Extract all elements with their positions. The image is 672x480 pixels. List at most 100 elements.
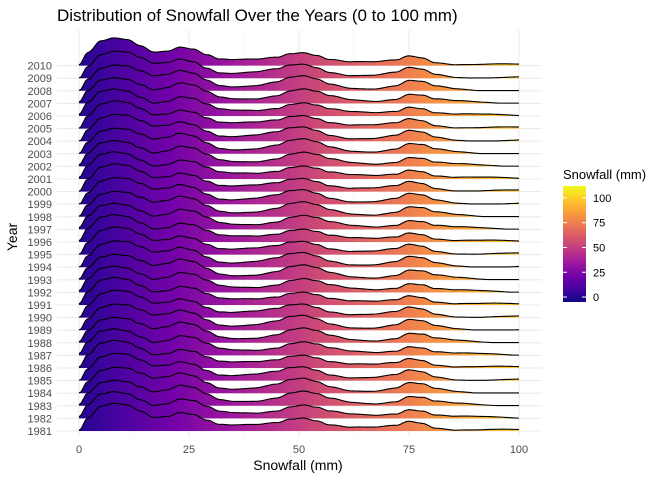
y-tick-1996: 1996: [28, 237, 52, 249]
ridge-area-2007: [79, 77, 519, 104]
ridge-line-1984: [78, 366, 520, 394]
ridge-line-2004: [78, 113, 520, 142]
ridge-1987: [78, 328, 519, 356]
y-tick-2009: 2009: [28, 73, 52, 85]
ridge-2006: [78, 88, 520, 117]
ridge-area-1996: [79, 214, 519, 242]
ridge-line-2005: [78, 100, 520, 129]
y-tick-1995: 1995: [28, 250, 52, 262]
y-tick-2003: 2003: [28, 149, 52, 161]
ridge-2005: [78, 100, 520, 129]
legend-colorbar: [563, 186, 586, 302]
ridge-area-1983: [79, 380, 519, 406]
ridge-line-1988: [78, 316, 519, 344]
y-tick-1981: 1981: [28, 426, 52, 438]
ridge-line-2001: [78, 151, 520, 179]
ridge-2004: [78, 113, 520, 142]
legend: Snowfall (mm) 0 25 50 75 100: [563, 167, 646, 304]
ridge-line-1987: [78, 328, 519, 356]
legend-title: Snowfall (mm): [563, 167, 646, 182]
ridge-area-2001: [79, 151, 519, 179]
y-tick-2005: 2005: [28, 124, 52, 136]
ridge-1990: [78, 289, 520, 318]
y-tick-1999: 1999: [28, 199, 52, 211]
ridge-line-1991: [78, 276, 520, 305]
ridge-area-2002: [79, 140, 519, 167]
ridge-1997: [78, 202, 519, 230]
y-tick-1983: 1983: [28, 401, 52, 413]
ridge-2010: [78, 37, 520, 66]
y-tick-1987: 1987: [28, 350, 52, 362]
ridge-1996: [78, 214, 520, 242]
y-tick-1994: 1994: [28, 262, 52, 274]
y-tick-2001: 2001: [28, 174, 52, 186]
ridge-line-1985: [78, 352, 520, 381]
ridge-line-2007: [78, 77, 519, 104]
ridge-1982: [78, 391, 520, 419]
ridge-1991: [78, 276, 520, 305]
y-tick-1984: 1984: [28, 388, 52, 400]
ridge-area-1987: [79, 328, 519, 356]
ridge-2002: [78, 139, 519, 167]
ridge-line-1995: [78, 226, 520, 255]
y-tick-1986: 1986: [28, 363, 52, 375]
y-tick-1992: 1992: [28, 287, 52, 299]
y-tick-2007: 2007: [28, 98, 52, 110]
ridge-line-1999: [78, 177, 520, 205]
ridge-area-1982: [79, 391, 519, 419]
ridge-line-2003: [78, 127, 519, 155]
ridge-2001: [78, 151, 520, 179]
y-tick-2004: 2004: [28, 136, 52, 148]
ridge-1981: [78, 402, 520, 431]
y-tick-1991: 1991: [28, 300, 52, 312]
ridge-line-2010: [78, 37, 520, 66]
ridge-area-2004: [79, 114, 519, 142]
x-tick-75: 75: [403, 444, 415, 456]
ridge-area-1981: [79, 403, 519, 431]
ridge-1985: [78, 352, 520, 381]
chart-title: Distribution of Snowfall Over the Years …: [57, 6, 458, 25]
y-tick-2006: 2006: [28, 111, 52, 123]
legend-label-50: 50: [593, 242, 605, 254]
ridge-line-1990: [78, 289, 520, 318]
y-tick-1985: 1985: [28, 376, 52, 388]
ridge-line-2002: [78, 139, 519, 167]
ridge-1983: [78, 379, 519, 407]
ridge-1986: [78, 339, 520, 368]
y-tick-1982: 1982: [28, 413, 52, 425]
ridge-area-1991: [79, 277, 519, 305]
ridge-line-1986: [78, 339, 520, 368]
x-tick-25: 25: [183, 444, 195, 456]
legend-label-75: 75: [593, 218, 605, 230]
ridge-area-1990: [79, 290, 519, 318]
x-tick-labels: 0 25 50 75 100: [76, 444, 528, 456]
ridge-area-2010: [79, 37, 519, 66]
ridge-1992: [78, 265, 519, 293]
ridge-area-2006: [79, 88, 519, 116]
ridge-area-2005: [79, 100, 519, 129]
ridge-line-1998: [78, 190, 519, 218]
ridge-area-1995: [79, 227, 519, 255]
ridge-line-1992: [78, 265, 519, 293]
x-tick-100: 100: [510, 444, 528, 456]
y-tick-2002: 2002: [28, 161, 52, 173]
y-tick-1988: 1988: [28, 338, 52, 350]
y-tick-1993: 1993: [28, 275, 52, 287]
ridge-area-1986: [79, 340, 519, 368]
ridge-2009: [78, 50, 520, 79]
ridge-line-2009: [78, 50, 520, 79]
y-tick-1997: 1997: [28, 224, 52, 236]
legend-label-25: 25: [593, 267, 605, 279]
x-tick-0: 0: [76, 444, 82, 456]
ridge-line-2008: [78, 64, 519, 92]
ridge-line-1994: [78, 240, 520, 268]
ridge-line-1982: [78, 391, 520, 419]
ridge-line-2000: [78, 163, 520, 192]
ridge-line-2006: [78, 88, 520, 117]
y-tick-2000: 2000: [28, 187, 52, 199]
legend-ticks: 0 25 50 75 100: [563, 193, 611, 304]
ridge-line-1993: [78, 253, 519, 281]
ridge-line-1996: [78, 214, 520, 242]
ridge-line-1997: [78, 202, 519, 230]
